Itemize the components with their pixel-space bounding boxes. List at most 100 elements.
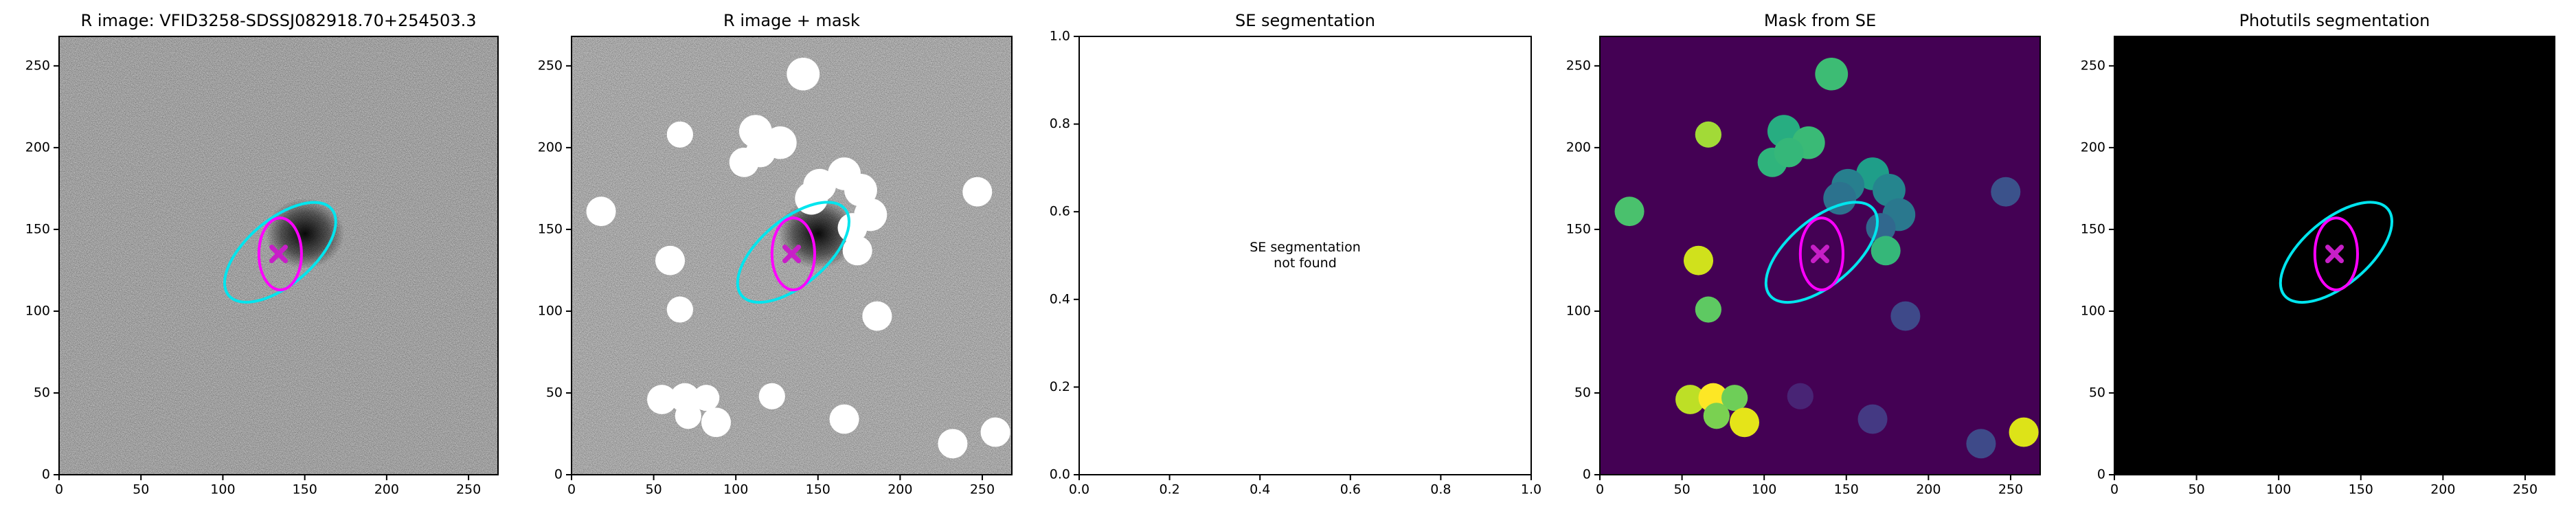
y-tick-label: 0: [42, 467, 50, 482]
mask-blob: [675, 403, 701, 429]
center-marker: [782, 245, 801, 264]
x-tick-label: 0: [567, 482, 576, 497]
y-tick-label: 0: [554, 467, 563, 482]
x-tick-label: 250: [970, 482, 995, 497]
panel: 0 50 100 150 200 250 0 50 100 150 200 250 R image + …: [538, 11, 1013, 497]
x-tick-label: 0.6: [1340, 482, 1361, 497]
x-tick-label: 100: [1752, 482, 1776, 497]
mask-blob: [758, 383, 785, 409]
mask-blob: [655, 245, 686, 275]
y-tick-label: 1.0: [1050, 29, 1070, 44]
y-tick-label: 0.8: [1050, 116, 1070, 131]
panel: 0 50 100 150 200 250 0 50 100 150 200 250 Photutils …: [2081, 11, 2555, 497]
panel-title: Photutils segmentation: [2239, 11, 2430, 30]
y-tick-label: 0: [1583, 467, 1591, 482]
y-tick-label: 50: [1574, 385, 1591, 400]
aperture-ellipse: [1764, 201, 1879, 304]
y-tick-label: 150: [1566, 221, 1591, 236]
x-tick-label: 100: [2266, 482, 2291, 497]
x-tick-label: 150: [806, 482, 831, 497]
image-area: [1600, 36, 2040, 475]
x-tick-label: 250: [2513, 482, 2538, 497]
y-tick-label: 200: [538, 139, 563, 155]
mask-blob: [1675, 385, 1706, 414]
y-tick-label: 250: [538, 58, 563, 73]
x-tick-label: 50: [645, 482, 662, 497]
x-tick-label: 50: [133, 482, 149, 497]
panel-title: R image + mask: [723, 11, 860, 30]
image-background: [1079, 36, 1531, 475]
panel: SE segmentation not found 0.0 0.2 0.4 0.6 0.8…: [1050, 11, 1541, 497]
mask-blob: [1695, 121, 1721, 148]
axes-frame: [58, 36, 499, 475]
mask-blob: [2009, 417, 2039, 447]
x-tick-label: 200: [1916, 482, 1941, 497]
y-tick-label: 0.2: [1050, 379, 1070, 394]
panel: 0 50 100 150 200 250 0 50 100 150 200 250 Mask from …: [1566, 11, 2041, 497]
x-tick-label: 250: [456, 482, 481, 497]
y-tick-label: 50: [34, 385, 50, 400]
panel-title: Mask from SE: [1764, 11, 1876, 30]
mask-blob: [586, 196, 616, 227]
image-area: [59, 36, 498, 475]
image-area: [2114, 36, 2555, 475]
panel-title: R image: VFID3258-SDSSJ082918.70+254503.…: [81, 11, 477, 30]
axes-frame: [571, 36, 1013, 475]
mask-blob: [1857, 404, 1888, 434]
image-area: [1079, 36, 1531, 475]
mask-blob: [962, 177, 993, 207]
x-tick-label: 200: [888, 482, 912, 497]
axes-frame: [1078, 36, 1532, 475]
center-marker: [2325, 245, 2344, 264]
y-tick-label: 50: [546, 385, 563, 400]
x-tick-label: 50: [2188, 482, 2204, 497]
aperture-ellipse: [736, 201, 851, 304]
mask-blob: [829, 404, 859, 434]
image-area: [572, 36, 1012, 475]
x-tick-label: 0.8: [1430, 482, 1451, 497]
mask-blob: [1991, 177, 2021, 207]
x-tick-label: 100: [723, 482, 748, 497]
mask-blob: [842, 236, 872, 266]
mask-blob: [1695, 296, 1721, 323]
y-tick-label: 200: [25, 139, 50, 155]
mask-blob: [666, 296, 693, 323]
x-tick-label: 100: [210, 482, 235, 497]
y-tick-label: 100: [1566, 303, 1591, 318]
x-tick-label: 0.4: [1250, 482, 1270, 497]
x-tick-label: 250: [1998, 482, 2023, 497]
mask-blob: [1703, 403, 1730, 429]
x-tick-label: 200: [374, 482, 399, 497]
mask-blob: [1721, 385, 1748, 412]
mask-blob: [1774, 137, 1804, 168]
y-tick-label: 100: [2081, 303, 2105, 318]
y-tick-label: 200: [1566, 139, 1591, 155]
mask-blob: [1683, 245, 1714, 275]
mask-blob: [1614, 196, 1645, 227]
y-tick-label: 100: [25, 303, 50, 318]
panel-title: SE segmentation: [1235, 11, 1375, 30]
center-marker: [1811, 245, 1829, 264]
mask-blob: [844, 173, 877, 207]
y-tick-label: 0.4: [1050, 291, 1070, 306]
mask-blob: [666, 121, 693, 148]
y-tick-label: 250: [25, 58, 50, 73]
mask-blob: [787, 57, 820, 91]
y-tick-label: 200: [2081, 139, 2105, 155]
aperture-ellipse: [770, 216, 816, 291]
y-tick-label: 0.0: [1050, 467, 1070, 482]
y-tick-label: 250: [2081, 58, 2105, 73]
mask-blob: [745, 137, 776, 168]
y-tick-label: 150: [2081, 221, 2105, 236]
y-tick-label: 150: [25, 221, 50, 236]
mask-blob: [1966, 429, 1996, 459]
aperture-ellipse: [257, 216, 303, 291]
aperture-ellipse: [2313, 216, 2359, 291]
x-tick-label: 0: [55, 482, 63, 497]
mask-blob: [647, 385, 677, 414]
annotation: SE segmentation not found: [1250, 240, 1361, 271]
x-tick-label: 150: [293, 482, 317, 497]
y-tick-label: 150: [538, 221, 563, 236]
axes-frame: [1599, 36, 2041, 475]
